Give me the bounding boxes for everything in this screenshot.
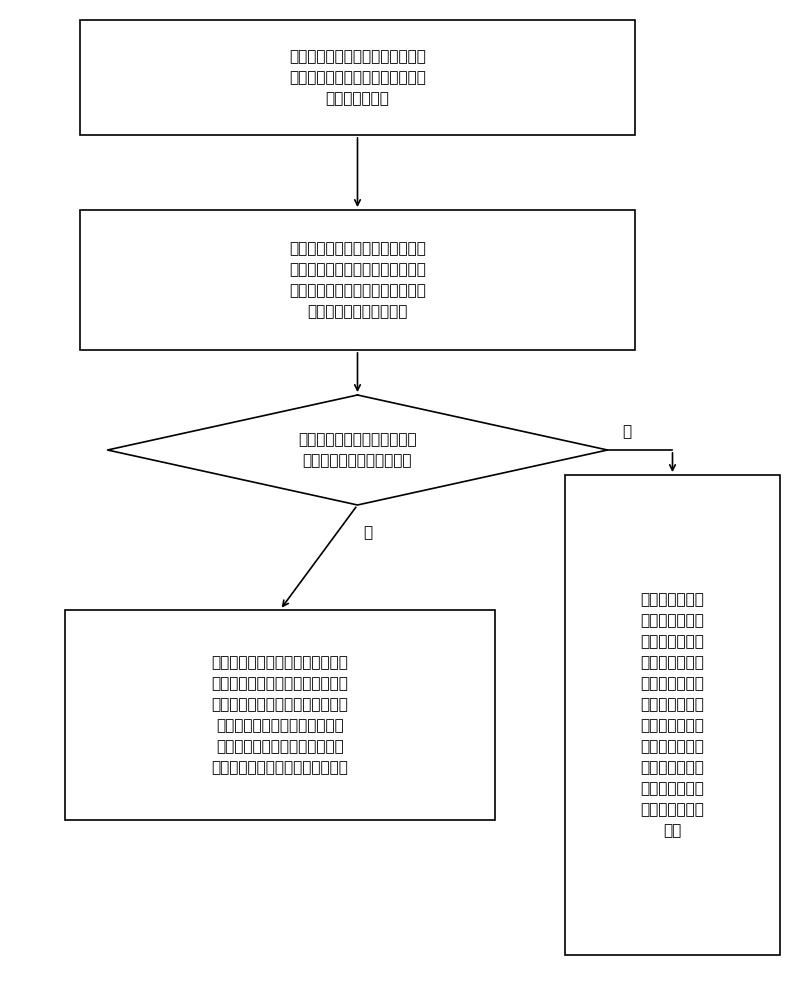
Text: 在控制界面上进行选择操作，跳转
至参数设置副界面，进行温度参数
和压力参数设置: 在控制界面上进行选择操作，跳转 至参数设置副界面，进行温度参数 和压力参数设置 <box>289 49 426 106</box>
Text: 控制界面接收到的温度信号或
压力信号是否出现干扰现象: 控制界面接收到的温度信号或 压力信号是否出现干扰现象 <box>298 432 416 468</box>
Text: 否: 否 <box>622 424 631 440</box>
Text: 先对温度信号或压力信号进行滤波
处理，再计算已滤波处理的温度信
号与预设温度参数之差或已滤波处
理的压力信号与预设压力参数之
差，根据差值进行比例和积分运
算，: 先对温度信号或压力信号进行滤波 处理，再计算已滤波处理的温度信 号与预设温度参数… <box>212 655 348 775</box>
FancyBboxPatch shape <box>65 610 495 820</box>
FancyBboxPatch shape <box>80 210 634 350</box>
Text: 计算温度检测元
件反馈的温度信
号与预设温度参
数之差或压力检
测元件反馈的压
力信号与预设压
力参数之差，再
根据差值进行比
例、积分和微分
运算，将运算结
: 计算温度检测元 件反馈的温度信 号与预设温度参 数之差或压力检 测元件反馈的压 … <box>640 592 704 838</box>
FancyBboxPatch shape <box>80 20 634 135</box>
FancyBboxPatch shape <box>564 475 779 955</box>
Text: 使温度检测元件实时检测发热管加
热的空气温度，使压力检测元件实
时检测发热管内的压力，并将温度
和压力传输至控制界面内: 使温度检测元件实时检测发热管加 热的空气温度，使压力检测元件实 时检测发热管内的… <box>289 241 426 319</box>
Text: 是: 是 <box>363 526 371 540</box>
